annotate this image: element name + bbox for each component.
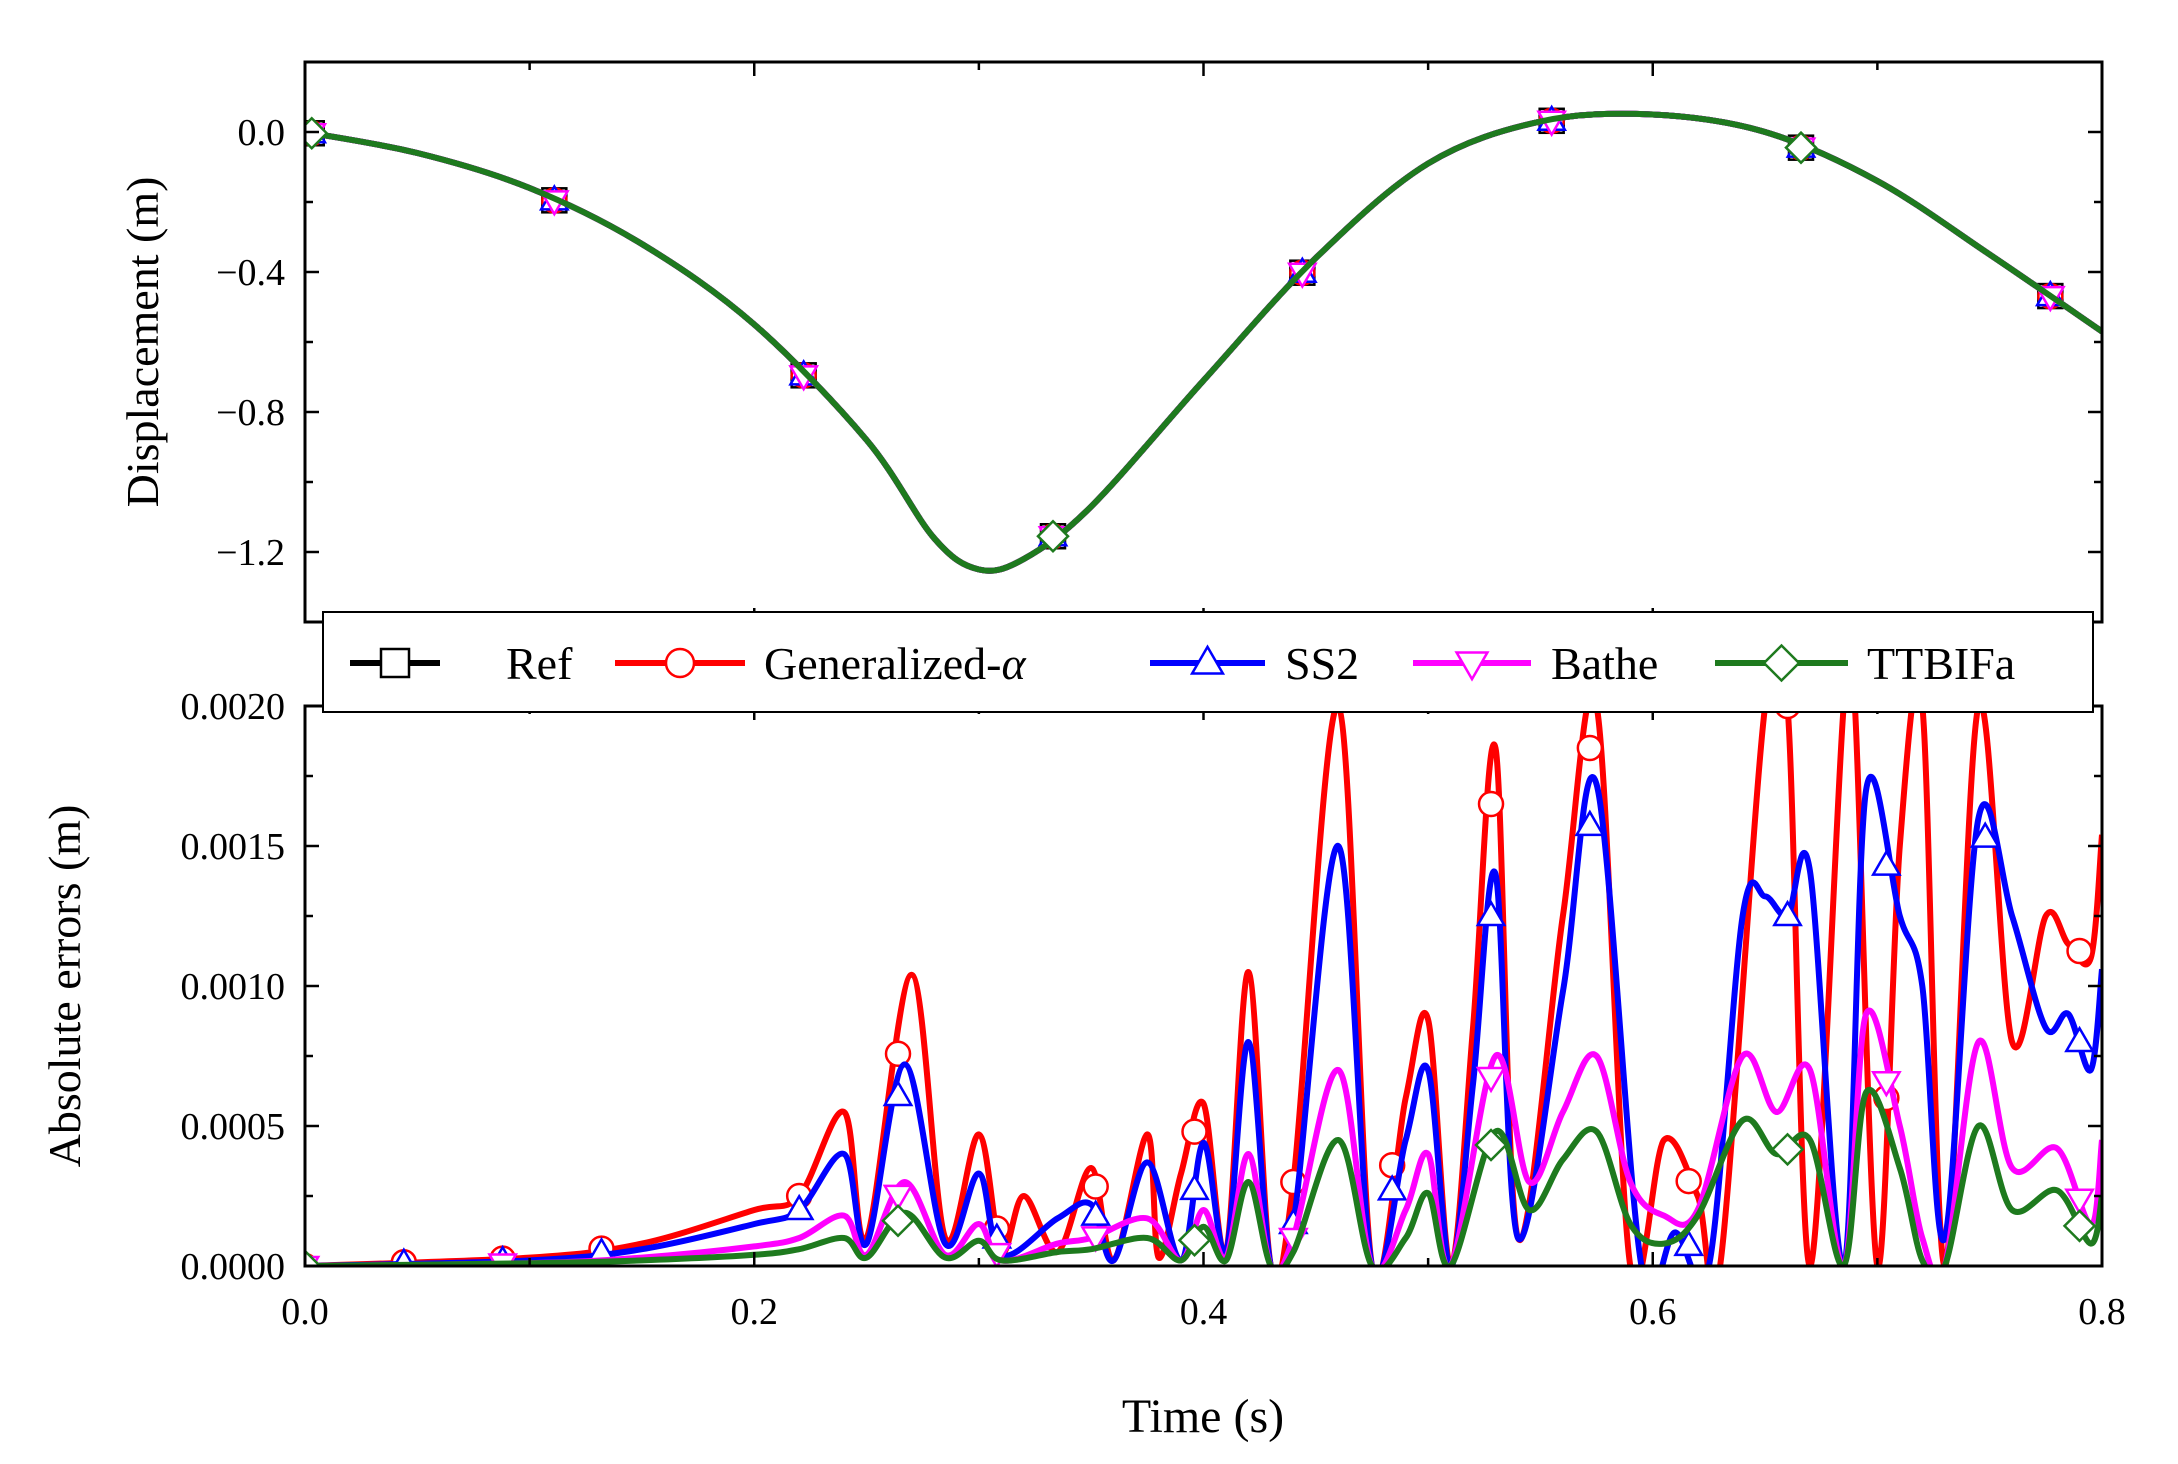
top-series-group <box>305 104 2102 574</box>
bottom-marker-bathe-4 <box>1080 1226 1112 1253</box>
bottom-y-tick-label: 0.0015 <box>181 826 286 868</box>
bottom-x-tick-label: 0.2 <box>731 1291 779 1333</box>
top-line-ref <box>305 110 2102 574</box>
legend-item-generalized-alpha <box>615 647 745 679</box>
legend-marker-square <box>379 647 411 679</box>
bottom-y-tick-label: 0.0020 <box>181 686 286 728</box>
top-panel: 0.0 −0.4 −0.8 −1.2 Displacement (m) <box>117 60 2104 624</box>
top-plot-frame <box>303 60 2104 624</box>
bottom-marker-generalized-8 <box>1181 1118 1208 1145</box>
bottom-marker-bathe-6 <box>1475 1066 1507 1094</box>
bottom-marker-ss2-12 <box>1574 809 1606 837</box>
legend-item-ref <box>350 647 440 679</box>
bottom-marker-ss2-10 <box>1376 1174 1408 1201</box>
legend-marker-circle <box>664 647 696 679</box>
top-marker-ttbifa-1 <box>1036 519 1070 554</box>
bottom-marker-generalized-16 <box>2066 937 2093 965</box>
bottom-marker-ss2-5 <box>882 1079 914 1107</box>
top-axes: 0.0 −0.4 −0.8 −1.2 <box>216 60 2104 624</box>
legend-label-ref: Ref <box>506 638 573 689</box>
bottom-axes: 0.0 0.2 0.4 0.6 0.8 0.0000 0.0005 0.0010 0.0015 0… <box>181 686 2126 1333</box>
bottom-marker-ss2-8 <box>1179 1173 1210 1201</box>
legend-marker-diamond <box>1762 643 1801 683</box>
legend-marker-triangle-up <box>1189 644 1226 675</box>
bottom-marker-generalized-12 <box>1576 734 1604 762</box>
bottom-marker-ss2-14 <box>1772 899 1803 927</box>
top-y-tick-label: 0.0 <box>238 112 286 154</box>
top-marker-ttbifa-0 <box>305 116 329 151</box>
bottom-y-tick-label: 0.0000 <box>181 1246 286 1288</box>
bottom-marker-ttbifa-5 <box>2062 1209 2097 1243</box>
top-line-ss2 <box>305 110 2102 574</box>
legend-label-generalized-alpha: Generalized-α <box>764 638 1027 689</box>
top-y-tick-label: −0.8 <box>216 392 285 434</box>
top-series-ss2 <box>305 104 2102 574</box>
bottom-y-tick-label: 0.0005 <box>181 1106 286 1148</box>
legend-label-generalized-text: Generalized- <box>764 638 1002 689</box>
legend-item-bathe <box>1413 651 1531 682</box>
bottom-marker-generalized-5 <box>884 1040 912 1068</box>
top-line-ttbifa <box>305 110 2102 574</box>
legend: Ref Generalized-α SS2 Bathe TTBIFa <box>322 611 2094 713</box>
legend-item-ttbifa <box>1715 643 1848 683</box>
legend-item-ss2 <box>1150 644 1265 675</box>
top-line-generalized <box>305 110 2102 574</box>
bottom-x-tick-label: 0.4 <box>1180 1291 1228 1333</box>
bottom-series-group <box>305 706 2102 1266</box>
bottom-series-ss2 <box>305 773 2102 1266</box>
legend-label-alpha-symbol: α <box>1002 638 1027 689</box>
bottom-x-tick-label: 0.6 <box>1629 1291 1677 1333</box>
bottom-series-ttbifa <box>305 1086 2102 1266</box>
bottom-marker-ss2-16 <box>1969 821 2001 848</box>
legend-items <box>350 643 1848 683</box>
top-y-axis-label: Displacement (m) <box>117 177 168 508</box>
legend-label-ttbifa: TTBIFa <box>1867 638 2015 689</box>
bottom-y-axis-label: Absolute errors (m) <box>39 805 90 1168</box>
top-y-tick-label: −1.2 <box>216 532 285 574</box>
bottom-marker-bathe-7 <box>1870 1070 1902 1098</box>
bottom-x-tick-label: 0.8 <box>2078 1291 2126 1333</box>
bottom-marker-generalized-7 <box>1082 1173 1109 1200</box>
bottom-panel: 0.0 0.2 0.4 0.6 0.8 0.0000 0.0005 0.0010 0.0015 0… <box>39 686 2126 1443</box>
top-series-ref <box>305 107 2102 574</box>
bottom-marker-ss2-4 <box>783 1193 815 1221</box>
top-line-bathe <box>305 110 2102 574</box>
legend-label-bathe: Bathe <box>1551 638 1658 689</box>
top-series-bathe <box>305 110 2102 574</box>
bottom-marker-ttbifa-3 <box>1474 1128 1508 1162</box>
bottom-marker-ss2-15 <box>1870 849 1902 876</box>
bottom-marker-generalized-13 <box>1675 1167 1702 1195</box>
bottom-marker-ss2-11 <box>1475 899 1507 927</box>
bottom-marker-ss2-13 <box>1673 1229 1705 1257</box>
bottom-marker-ttbifa-4 <box>1770 1132 1805 1167</box>
top-series-generalized <box>305 107 2102 574</box>
bottom-marker-bathe-2 <box>882 1184 914 1212</box>
legend-label-ss2: SS2 <box>1285 638 1359 689</box>
bottom-marker-ss2-17 <box>2064 1025 2095 1053</box>
bottom-marker-ttbifa-1 <box>881 1203 915 1238</box>
top-marker-ttbifa-2 <box>1784 130 1818 165</box>
bottom-marker-generalized-11 <box>1477 790 1505 818</box>
bottom-marker-bathe-8 <box>2064 1188 2095 1216</box>
bottom-marker-ttbifa-0 <box>305 1249 322 1266</box>
bottom-y-tick-label: 0.0010 <box>181 966 286 1008</box>
top-series-ttbifa <box>305 110 2102 574</box>
bottom-marker-ttbifa-2 <box>1177 1223 1212 1258</box>
bottom-marker-ss2-7 <box>1080 1199 1112 1226</box>
legend-marker-triangle-down <box>1454 651 1490 682</box>
top-y-tick-label: −0.4 <box>216 252 285 294</box>
x-axis-label: Time (s) <box>1122 1390 1284 1443</box>
bottom-x-tick-label: 0.0 <box>281 1291 329 1333</box>
bottom-line-ss2 <box>305 773 2102 1266</box>
